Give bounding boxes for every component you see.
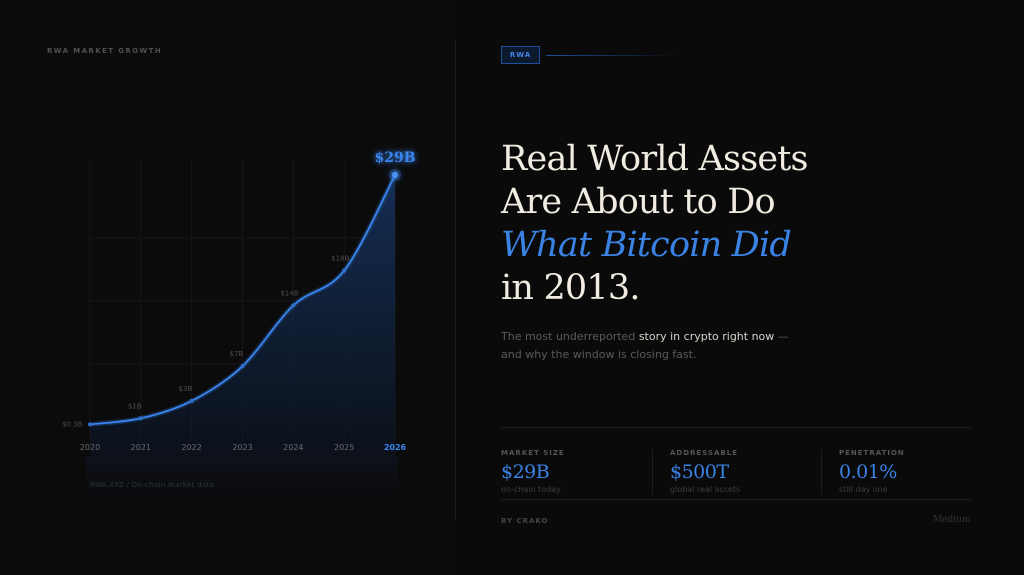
stat-penetration: PENETRATION 0.01% still day one	[839, 449, 905, 494]
stat-value: $29B	[501, 461, 550, 483]
tag-line	[546, 55, 680, 56]
data-point	[391, 171, 399, 179]
section-label: RWA MARKET GROWTH	[47, 47, 163, 55]
stat-label: MARKET SIZE	[501, 449, 565, 457]
data-point	[88, 422, 92, 427]
stat-separator	[821, 449, 822, 495]
data-label: $14B	[280, 289, 298, 297]
stat-label: ADDRESSABLE	[670, 449, 738, 457]
x-tick-label: 2025	[334, 443, 354, 452]
stat-value: 0.01%	[839, 461, 897, 483]
byline: BY CRAKO	[501, 517, 549, 525]
data-label: $3B	[179, 385, 193, 393]
headline-line: Real World Assets	[501, 139, 809, 179]
stat-separator	[652, 449, 653, 495]
subtitle-highlight: story in crypto right now	[638, 330, 775, 343]
subtitle-text: The most underreported	[501, 330, 639, 343]
stat-note: still day one	[839, 485, 888, 494]
x-tick-label: 2022	[181, 443, 201, 452]
headline-line: Are About to Do	[501, 182, 776, 222]
headline-highlight: What Bitcoin Did	[501, 225, 792, 265]
stat-label: PENETRATION	[839, 449, 905, 457]
stats-top-divider	[501, 427, 971, 428]
stat-addressable: ADDRESSABLE $500T global real assets	[670, 449, 740, 494]
data-label: $0.3B	[62, 420, 83, 428]
category-tag: RWA	[501, 46, 540, 64]
data-label: $1B	[128, 402, 142, 410]
stats-bottom-divider	[501, 499, 971, 500]
subtitle: The most underreported story in crypto r…	[501, 328, 791, 364]
data-label: $7B	[230, 350, 244, 358]
highlight-value-label: $29B	[374, 150, 415, 166]
stat-note: on-chain today	[501, 485, 561, 494]
headline: Real World Assets Are About to Do What B…	[501, 138, 961, 310]
x-tick-label: 2023	[232, 443, 252, 452]
area-fill	[90, 175, 395, 456]
x-tick-label: 2024	[283, 443, 303, 452]
data-point	[138, 416, 143, 421]
stat-note: global real assets	[670, 485, 741, 494]
headline-line: in 2013.	[501, 268, 640, 308]
growth-chart: $0.3B $1B $3B $7B $14B $18B $29B 2020 2021 2022 20…	[62, 150, 416, 518]
data-point	[291, 303, 296, 308]
x-tick-label: 2026	[384, 443, 407, 452]
subtitle-text: — and why the window is closing fast.	[501, 330, 789, 361]
panel-divider	[455, 40, 456, 520]
stat-value: $500T	[670, 461, 729, 483]
stat-market-size: MARKET SIZE $29B on-chain today	[501, 449, 565, 494]
x-tick-label: 2021	[131, 443, 151, 452]
data-point	[342, 268, 347, 273]
platform-label: Medium	[933, 515, 971, 525]
chart-base-fade	[86, 456, 398, 518]
data-point	[240, 364, 245, 369]
x-tick-label: 2020	[80, 443, 100, 452]
data-point	[189, 398, 194, 403]
data-label: $18B	[331, 255, 349, 263]
chart-source: RWA.XYZ / On-chain market data	[90, 481, 215, 489]
